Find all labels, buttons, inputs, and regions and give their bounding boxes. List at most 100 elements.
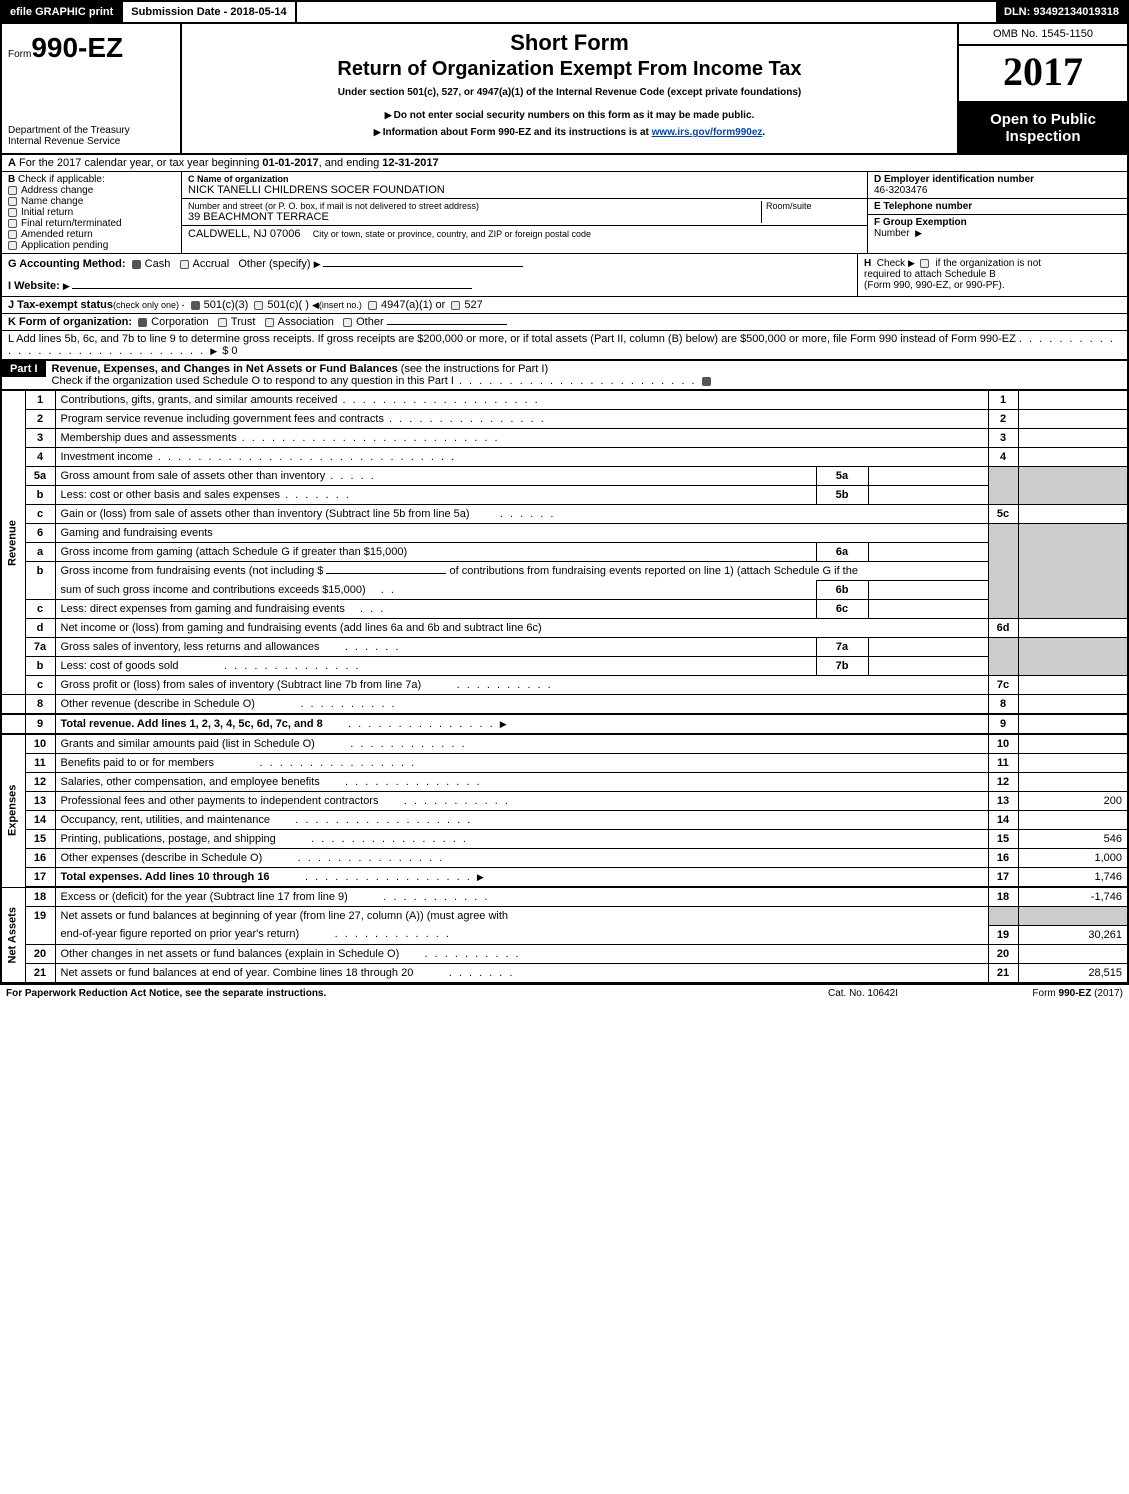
table-row: Expenses 10 Grants and similar amounts p… (1, 734, 1128, 754)
checkbox-527[interactable] (451, 301, 460, 310)
checkbox-initial-return[interactable] (8, 208, 17, 217)
table-row: 20 Other changes in net assets or fund b… (1, 944, 1128, 963)
f-label2: Number (874, 228, 910, 239)
line-box-num: 8 (988, 695, 1018, 715)
j-a: 501(c)(3) (204, 299, 249, 311)
line-desc: Membership dues and assessments (61, 432, 237, 444)
dots-icon: . . . . . . . . . . . . . . . . . . . . … (454, 375, 702, 387)
j-bi: (insert no.) (319, 300, 362, 310)
line-mid-amount (868, 600, 988, 619)
checkbox-501c[interactable] (254, 301, 263, 310)
section-c: C Name of organization NICK TANELLI CHIL… (182, 172, 867, 253)
top-bar: efile GRAPHIC print Submission Date - 20… (0, 0, 1129, 24)
table-row: end-of-year figure reported on prior yea… (1, 925, 1128, 944)
submission-date-value: 2018-05-14 (230, 6, 286, 18)
line-box-num: 4 (988, 448, 1018, 467)
line-amount: -1,746 (1018, 887, 1128, 907)
table-row: 14 Occupancy, rent, utilities, and maint… (1, 811, 1128, 830)
j-c: 4947(a)(1) or (381, 299, 445, 311)
line-box-num: 10 (988, 734, 1018, 754)
topbar-spacer (297, 2, 996, 22)
checkbox-final-return[interactable] (8, 219, 17, 228)
checkbox-amended-return[interactable] (8, 230, 17, 239)
arrow-icon (500, 718, 509, 730)
checkbox-4947[interactable] (368, 301, 377, 310)
efile-print-button[interactable]: efile GRAPHIC print (2, 2, 123, 22)
line-text: Contributions, gifts, grants, and simila… (55, 391, 988, 410)
line-h: H Check if the organization is not requi… (857, 254, 1127, 296)
line-amount (1018, 811, 1128, 830)
line-num: 12 (25, 773, 55, 792)
warning-text: Do not enter social security numbers on … (394, 110, 755, 121)
dots-icon: . . . . . . (470, 508, 556, 520)
dots-icon: . . . . . . . . . . . . (315, 738, 467, 750)
line-desc: Other expenses (describe in Schedule O) (61, 852, 263, 864)
line-g: G Accounting Method: Cash Accrual Other … (2, 254, 857, 296)
checkbox-association[interactable] (265, 318, 274, 327)
fundraising-amount-input[interactable] (326, 573, 446, 574)
line-text: end-of-year figure reported on prior yea… (55, 925, 988, 944)
c-addr: 39 BEACHMONT TERRACE (188, 211, 761, 223)
line-box-num: 2 (988, 410, 1018, 429)
line-amount (1018, 676, 1128, 695)
k-other-input[interactable] (387, 324, 507, 325)
dots-icon: . . . . . . . . . . . . . . . . (276, 833, 468, 845)
checkbox-name-change[interactable] (8, 197, 17, 206)
line-desc: sum of such gross income and contributio… (61, 584, 366, 596)
line-box-num: 3 (988, 429, 1018, 448)
table-row: 3 Membership dues and assessments . . . … (1, 429, 1128, 448)
part1-bar: Part I (2, 361, 46, 377)
checkbox-other-org[interactable] (343, 318, 352, 327)
shade-cell (1018, 524, 1128, 619)
line-box-num: 12 (988, 773, 1018, 792)
g-other-input[interactable] (323, 266, 523, 267)
table-row: 13 Professional fees and other payments … (1, 792, 1128, 811)
table-row: 6 Gaming and fundraising events (1, 524, 1128, 543)
title-return: Return of Organization Exempt From Incom… (192, 58, 947, 81)
checkbox-corporation[interactable] (138, 318, 147, 327)
line-text: Occupancy, rent, utilities, and maintena… (55, 811, 988, 830)
checkbox-trust[interactable] (218, 318, 227, 327)
line-num: 5a (25, 467, 55, 486)
dots-icon: . . . . . . . . . . . . . . . . (214, 757, 416, 769)
j-label: J Tax-exempt status (8, 299, 113, 311)
checkbox-h[interactable] (920, 259, 929, 268)
line-box-num: 20 (988, 944, 1018, 963)
line-num: 19 (25, 907, 55, 945)
line-text: Total revenue. Add lines 1, 2, 3, 4, 5c,… (55, 714, 988, 734)
c-label: C Name of organization (188, 174, 289, 184)
line-amount: 546 (1018, 830, 1128, 849)
line-text: Benefits paid to or for members . . . . … (55, 754, 988, 773)
h-text2: if the organization is not (935, 258, 1041, 269)
checkbox-schedule-o[interactable] (702, 377, 711, 386)
line-num: c (25, 676, 55, 695)
line-desc: Printing, publications, postage, and shi… (61, 833, 276, 845)
checkbox-application-pending[interactable] (8, 241, 17, 250)
open-line2: Inspection (963, 128, 1123, 145)
checkbox-501c3[interactable] (191, 301, 200, 310)
line-box-num: 15 (988, 830, 1018, 849)
header-left: Form990-EZ Department of the Treasury In… (2, 24, 182, 153)
checkbox-accrual[interactable] (180, 260, 189, 269)
table-row: b Less: cost of goods sold . . . . . . .… (1, 657, 1128, 676)
section-def: D Employer identification number 46-3203… (867, 172, 1127, 253)
d-cell: D Employer identification number 46-3203… (868, 172, 1127, 199)
line-box-num: 21 (988, 963, 1018, 983)
b-item-4: Amended return (21, 229, 93, 240)
line-box-num: 14 (988, 811, 1018, 830)
dots-icon: . . . (345, 603, 385, 615)
checkbox-address-change[interactable] (8, 186, 17, 195)
website-input[interactable] (72, 288, 472, 289)
line-k: K Form of organization: Corporation Trus… (0, 314, 1129, 331)
checkbox-cash[interactable] (132, 260, 141, 269)
line-text: Gross amount from sale of assets other t… (55, 467, 816, 486)
line-desc: Gross profit or (loss) from sales of inv… (61, 679, 422, 691)
expenses-label: Expenses (1, 734, 25, 887)
line-amount (1018, 714, 1128, 734)
g-accrual: Accrual (193, 258, 230, 270)
c-room-label: Room/suite (761, 201, 861, 223)
info-link[interactable]: www.irs.gov/form990ez (652, 127, 763, 138)
line-num: 20 (25, 944, 55, 963)
shade-cell (988, 524, 1018, 619)
line-amount (1018, 773, 1128, 792)
